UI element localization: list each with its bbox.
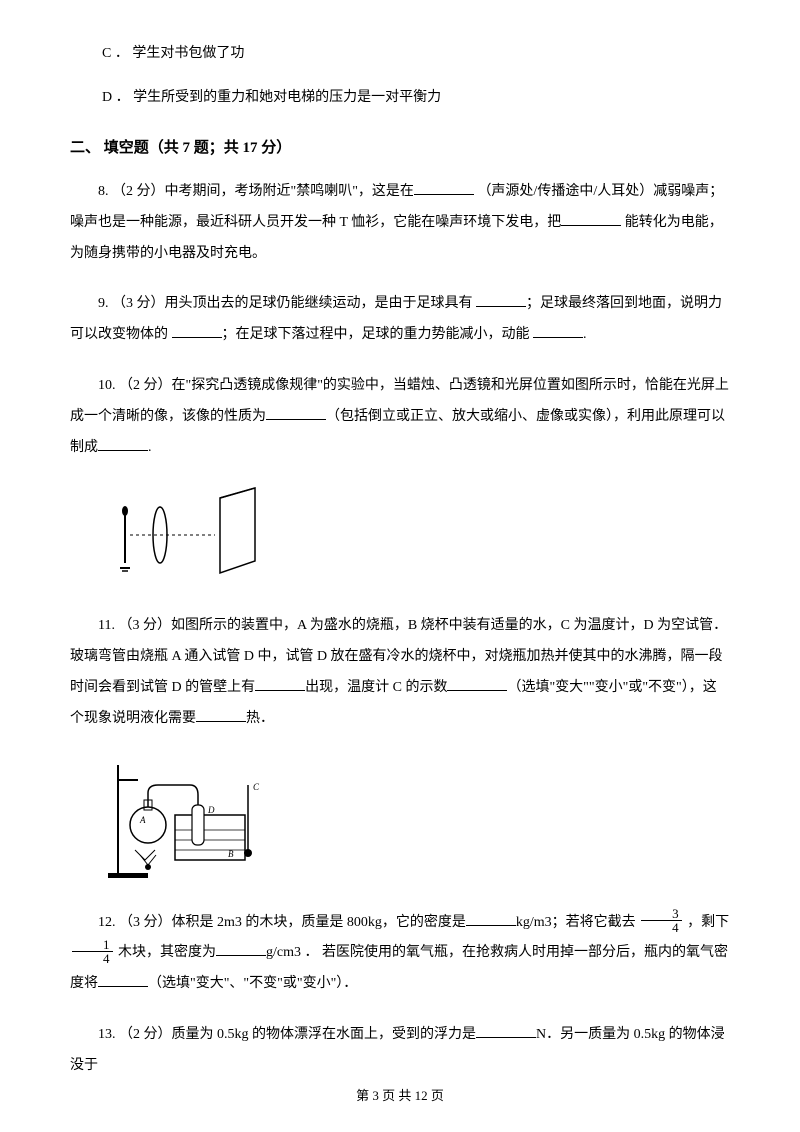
q12-text-1: 12. （3 分）体积是 2m3 的木块，质量是 800kg，它的密度是 bbox=[98, 915, 466, 930]
q11-blank-2[interactable] bbox=[447, 675, 507, 691]
q12-text-3: ，剩下 bbox=[684, 915, 730, 930]
q9-blank-2[interactable] bbox=[172, 322, 222, 338]
q13-blank-1[interactable] bbox=[476, 1022, 536, 1038]
q9-text-1: 9. （3 分）用头顶出去的足球仍能继续运动，是由于足球具有 bbox=[98, 296, 476, 311]
fraction-3-4: 34 bbox=[641, 907, 682, 934]
svg-text:B: B bbox=[228, 849, 234, 859]
page-footer: 第 3 页 共 12 页 bbox=[0, 1085, 800, 1104]
q9-text-4: . bbox=[583, 327, 587, 342]
question-10: 10. （2 分）在"探究凸透镜成像规律"的实验中，当蜡烛、凸透镜和光屏位置如图… bbox=[70, 371, 730, 463]
q10-blank-2[interactable] bbox=[98, 435, 148, 451]
q12-blank-3[interactable] bbox=[98, 971, 148, 987]
q8-blank-1[interactable] bbox=[414, 179, 474, 195]
question-13: 13. （2 分）质量为 0.5kg 的物体漂浮在水面上，受到的浮力是N．另一质… bbox=[70, 1020, 730, 1082]
q10-text-3: . bbox=[148, 440, 152, 455]
q9-blank-1[interactable] bbox=[476, 291, 526, 307]
q12-text-4: 木块，其密度为 bbox=[115, 945, 217, 960]
question-11: 11. （3 分）如图所示的装置中，A 为盛水的烧瓶，B 烧杯中装有适量的水，C… bbox=[70, 611, 730, 734]
q12-text-2: kg/m3；若将它截去 bbox=[516, 915, 639, 930]
question-8: 8. （2 分）中考期间，考场附近"禁鸣喇叭"，这是在 （声源处/传播途中/人耳… bbox=[70, 177, 730, 269]
q11-blank-3[interactable] bbox=[196, 706, 246, 722]
q12-text-6: （选填"变大"、"不变"或"变小"）． bbox=[148, 976, 357, 991]
apparatus-diagram: A D B C bbox=[100, 755, 730, 890]
q9-text-3: ；在足球下落过程中，足球的重力势能减小，动能 bbox=[222, 327, 534, 342]
section-title: 二、 填空题（共 7 题；共 17 分） bbox=[70, 136, 730, 157]
question-12: 12. （3 分）体积是 2m3 的木块，质量是 800kg，它的密度是 kg/m… bbox=[70, 908, 730, 1000]
q11-blank-1[interactable] bbox=[255, 675, 305, 691]
q12-blank-1[interactable] bbox=[466, 910, 516, 926]
q11-text-2: 出现，温度计 C 的示数 bbox=[305, 680, 447, 695]
lens-diagram bbox=[100, 483, 730, 593]
q13-text-1: 13. （2 分）质量为 0.5kg 的物体漂浮在水面上，受到的浮力是 bbox=[98, 1027, 476, 1042]
q11-text-4: 热． bbox=[246, 711, 274, 726]
q8-text-1: 8. （2 分）中考期间，考场附近"禁鸣喇叭"，这是在 bbox=[98, 184, 414, 199]
option-d: D ． 学生所受到的重力和她对电梯的压力是一对平衡力 bbox=[70, 84, 730, 112]
q9-blank-3[interactable] bbox=[533, 322, 583, 338]
svg-text:A: A bbox=[139, 815, 146, 825]
option-c: C ． 学生对书包做了功 bbox=[70, 40, 730, 68]
q10-blank-1[interactable] bbox=[266, 404, 326, 420]
fraction-1-4: 14 bbox=[72, 938, 113, 965]
svg-text:D: D bbox=[207, 805, 215, 815]
q8-blank-2[interactable] bbox=[561, 210, 621, 226]
q12-blank-2[interactable] bbox=[216, 940, 266, 956]
svg-text:C: C bbox=[253, 782, 260, 792]
question-9: 9. （3 分）用头顶出去的足球仍能继续运动，是由于足球具有 ；足球最终落回到地… bbox=[70, 289, 730, 351]
